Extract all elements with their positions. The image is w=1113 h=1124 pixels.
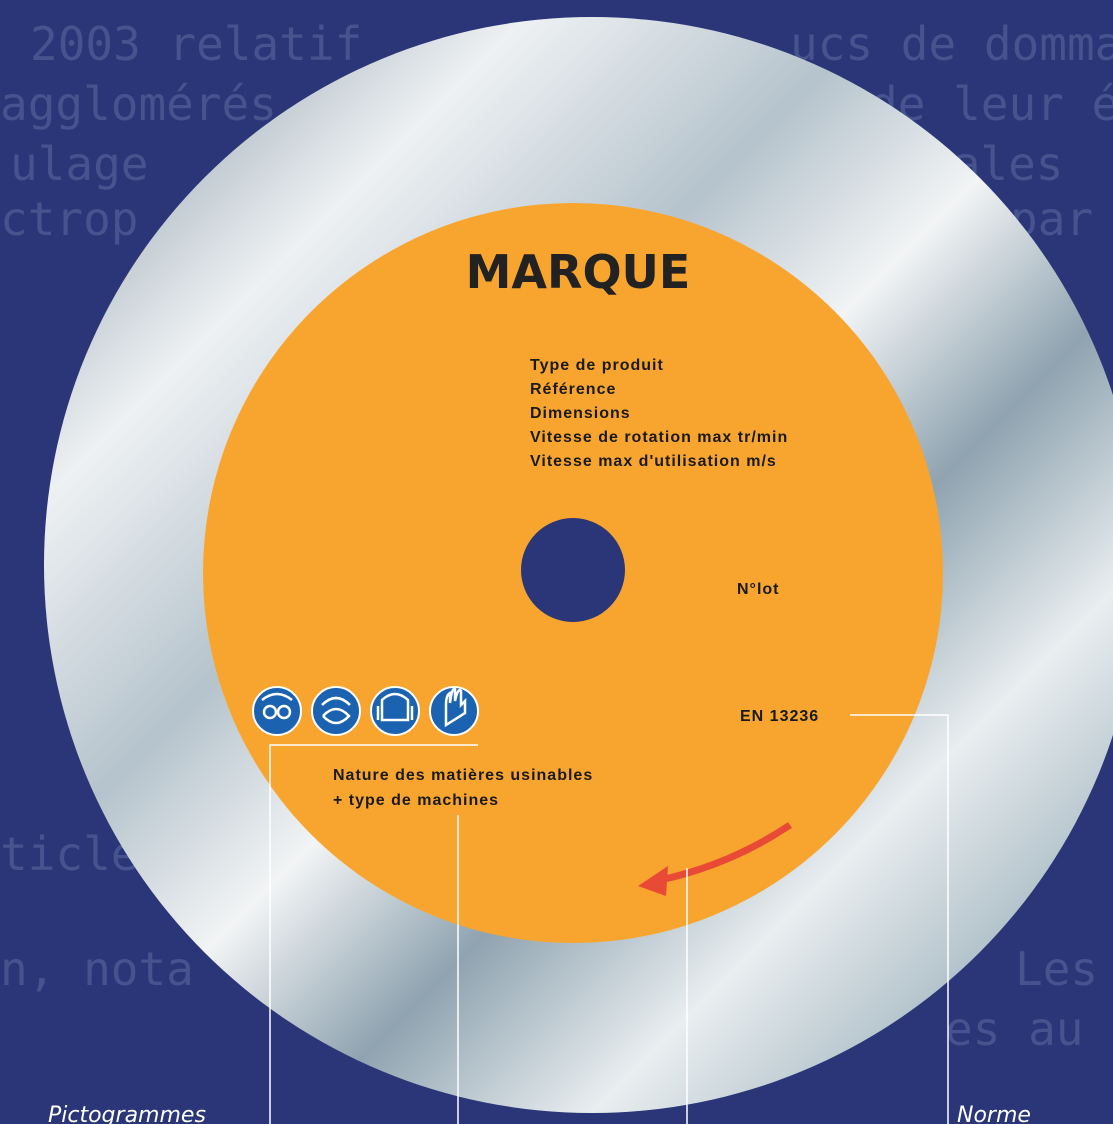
info-line: Vitesse de rotation max tr/min	[530, 429, 788, 446]
background-text-line: n, nota	[0, 942, 194, 996]
background-text-line: 2003 relatif	[30, 17, 362, 71]
background-text-line: Les r	[1015, 942, 1113, 996]
norm: EN 13236	[740, 708, 819, 725]
info-line: Type de produit	[530, 357, 664, 374]
info-line: Référence	[530, 381, 616, 398]
bore	[521, 518, 625, 622]
diagram: 2003 relatifucs de dommaagglomérésde leu…	[0, 0, 1113, 1124]
brand: MARQUE	[466, 245, 691, 299]
background-text-line: agglomérés	[0, 77, 277, 131]
background-text-line: ucs de domma	[790, 17, 1113, 71]
materials-line: Nature des matières usinables	[333, 767, 593, 784]
lot: N°lot	[737, 581, 780, 598]
info-line: Dimensions	[530, 405, 631, 422]
background-text-line: ctrop	[0, 192, 138, 246]
background-text-line: ulage	[10, 137, 148, 191]
materials-line: + type de machines	[333, 792, 499, 809]
info-line: Vitesse max d'utilisation m/s	[530, 453, 777, 470]
callout-label: Norme	[957, 1103, 1031, 1124]
callout-label: Pictogrammes	[48, 1103, 206, 1124]
background-text-line: es au Jo	[945, 1002, 1113, 1056]
